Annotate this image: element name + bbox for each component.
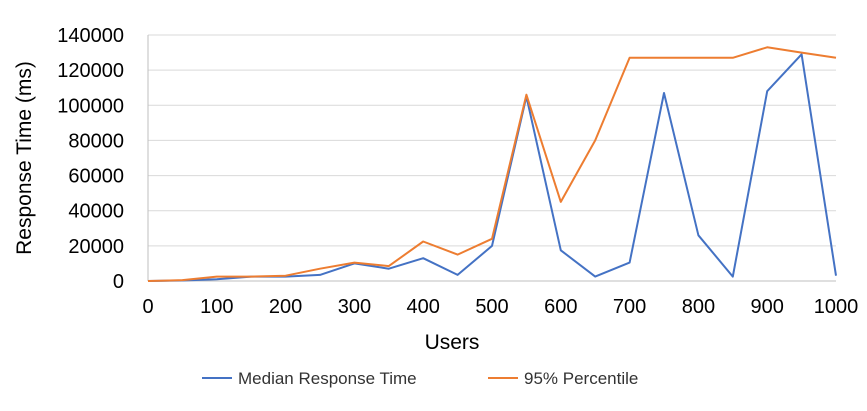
series-line [147, 53, 837, 282]
legend-item: 95% Percentile [488, 369, 638, 388]
x-axis-title: Users [425, 331, 480, 354]
x-tick-label: 800 [682, 296, 715, 318]
y-tick-labels: 0 20000 40000 60000 80000 100000 120000 140000 [57, 25, 124, 293]
x-tick-label: 600 [544, 296, 577, 318]
x-tick-labels: 0 100 200 300 400 500 600 700 800 900 1000 [142, 296, 858, 318]
y-tick-label: 80000 [68, 130, 124, 152]
y-tick-label: 120000 [57, 60, 124, 82]
legend-label: 95% Percentile [524, 369, 638, 388]
x-tick-label: 900 [751, 296, 784, 318]
y-tick-label: 20000 [68, 236, 124, 258]
x-tick-label: 300 [338, 296, 371, 318]
series-lines [147, 46, 837, 282]
x-tick-label: 700 [613, 296, 646, 318]
legend-label: Median Response Time [238, 369, 417, 388]
x-tick-label: 200 [269, 296, 302, 318]
x-tick-label: 1000 [814, 296, 859, 318]
x-tick-label: 500 [475, 296, 508, 318]
x-tick-label: 400 [407, 296, 440, 318]
y-axis-title: Response Time (ms) [13, 61, 36, 255]
y-tick-label: 40000 [68, 201, 124, 223]
y-tick-label: 60000 [68, 166, 124, 188]
gridlines [148, 34, 836, 247]
y-tick-label: 0 [113, 271, 124, 293]
x-tick-label: 100 [200, 296, 233, 318]
axes [147, 35, 836, 282]
legend: Median Response Time 95% Percentile [202, 369, 638, 388]
x-tick-label: 0 [142, 296, 153, 318]
legend-item: Median Response Time [202, 369, 417, 388]
y-tick-label: 140000 [57, 25, 124, 47]
series-line [147, 46, 837, 282]
y-tick-label: 100000 [57, 95, 124, 117]
